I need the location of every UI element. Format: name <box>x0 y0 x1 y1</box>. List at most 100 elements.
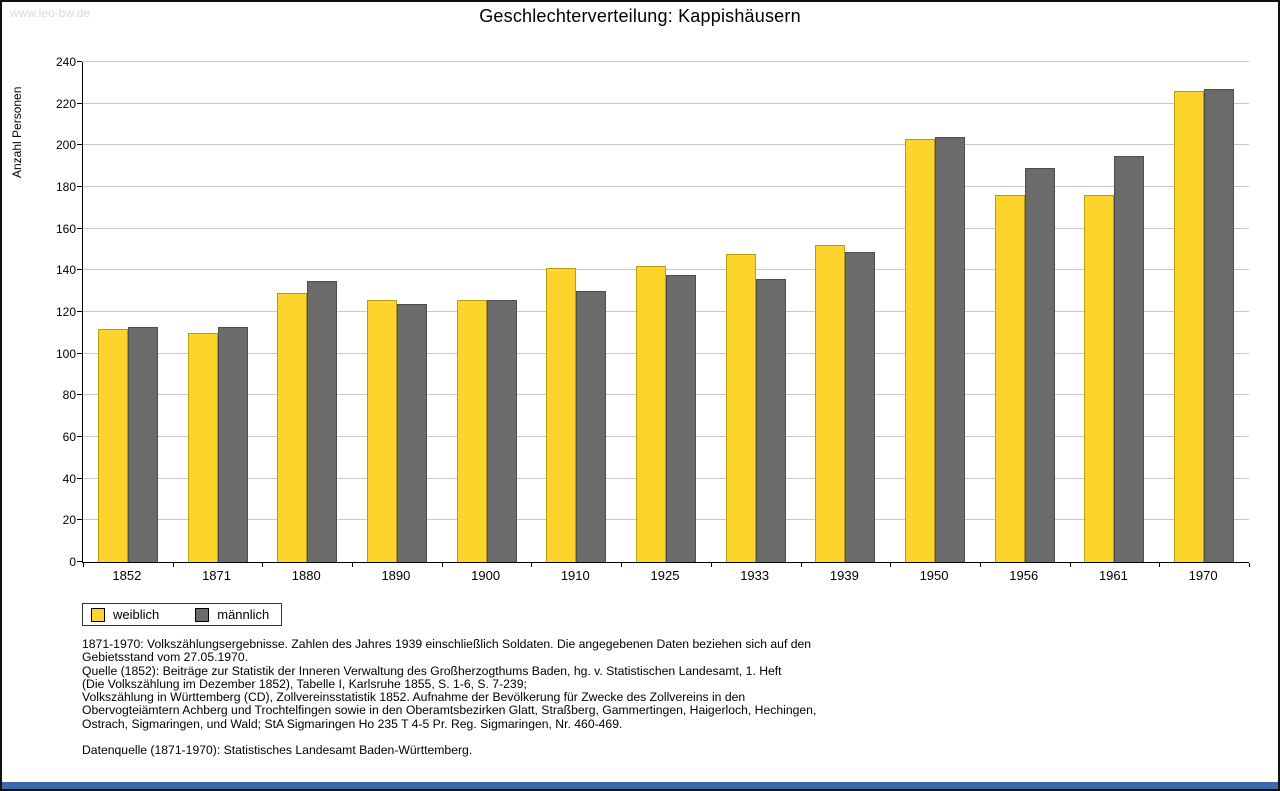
y-tick-label: 200 <box>55 138 76 153</box>
bar-group-1890 <box>352 62 442 562</box>
bar-weiblich-1939 <box>815 245 846 562</box>
bar-weiblich-1852 <box>97 328 128 562</box>
y-tick <box>77 352 82 354</box>
footnote-block: 1871-1970: Volkszählungsergebnisse. Zahl… <box>82 637 817 758</box>
bar-group-1910 <box>531 62 621 562</box>
x-tick <box>83 563 84 567</box>
legend-item-maennlich: männlich <box>195 607 269 622</box>
x-tick-label-1950: 1950 <box>919 568 949 583</box>
y-tick <box>77 144 82 146</box>
bar-weiblich-1890 <box>366 299 397 562</box>
footnote-line: Volkszählung in Württemberg (CD), Zollve… <box>82 690 746 705</box>
y-axis-tick-labels: 0 20 40 60 80 100 120 140 160 180 200 220 240 <box>42 55 78 569</box>
bar-weiblich-1961 <box>1084 195 1115 562</box>
x-tick <box>1159 563 1161 567</box>
gridline-220 <box>83 102 1249 104</box>
x-tick-label-1939: 1939 <box>829 568 859 583</box>
x-tick <box>621 563 623 567</box>
y-tick-label: 100 <box>55 346 76 361</box>
x-tick <box>352 563 354 567</box>
x-tick-label-1933: 1933 <box>740 568 770 583</box>
y-tick-label: 240 <box>55 55 76 69</box>
x-tick-label-1890: 1890 <box>381 568 411 583</box>
y-tick <box>77 394 82 396</box>
bar-männlich-1890 <box>396 303 427 562</box>
bar-group-1939 <box>801 62 891 562</box>
y-tick-label: 0 <box>69 555 76 569</box>
x-tick-label-1910: 1910 <box>560 568 590 583</box>
y-tick-label: 160 <box>55 221 76 236</box>
x-tick-label-1970: 1970 <box>1188 568 1218 583</box>
y-tick-label: 60 <box>62 430 76 444</box>
footnote-line <box>82 731 816 744</box>
y-tick-label: 180 <box>55 180 76 194</box>
bar-männlich-1925 <box>665 274 696 562</box>
gridline-200 <box>83 144 1249 146</box>
y-tick <box>77 269 82 271</box>
y-tick-label: 20 <box>62 513 76 528</box>
x-axis-tick-labels: 1852 1871 1880 1890 1900 1910 1925 1933 1939 1950… <box>82 568 1248 583</box>
y-tick <box>77 561 82 562</box>
x-tick <box>710 563 712 567</box>
bar-männlich-1880 <box>307 280 338 562</box>
legend-label-weiblich: weiblich <box>113 607 160 622</box>
legend-item-weiblich: weiblich <box>91 607 159 622</box>
bar-männlich-1956 <box>1024 168 1055 562</box>
bar-weiblich-1910 <box>546 268 577 562</box>
bar-group-1970 <box>1159 62 1249 562</box>
y-tick <box>77 102 82 104</box>
x-tick <box>262 563 264 567</box>
bar-group-1880 <box>262 62 352 562</box>
legend-label-maennlich: männlich <box>217 607 270 622</box>
plot-area <box>77 61 1250 567</box>
x-tick <box>1069 563 1071 567</box>
bar-group-1961 <box>1070 62 1160 562</box>
x-tick <box>890 563 892 567</box>
watermark: www.leo-bw.de <box>10 6 91 20</box>
x-tick-label-1871: 1871 <box>202 568 231 583</box>
y-tick <box>77 519 82 521</box>
x-tick <box>441 563 443 567</box>
x-tick <box>1249 563 1250 567</box>
footnote-line: 1871-1970: Volkszählungsergebnisse. Zahl… <box>82 637 812 651</box>
bar-group-1925 <box>621 62 711 562</box>
bar-männlich-1852 <box>127 326 158 562</box>
legend: weiblich männlich <box>82 603 283 626</box>
y-tick-label: 220 <box>55 96 76 111</box>
x-tick-label-1956: 1956 <box>1009 568 1039 583</box>
footnote-line: Quelle (1852): Beiträge zur Statistik de… <box>82 663 782 678</box>
x-tick-label-1900: 1900 <box>471 568 501 583</box>
y-tick <box>77 311 82 312</box>
bar-weiblich-1956 <box>994 195 1025 562</box>
bar-group-1933 <box>711 62 801 562</box>
bar-weiblich-1871 <box>187 332 218 562</box>
bar-group-1956 <box>980 62 1070 562</box>
x-tick <box>979 563 981 567</box>
bar-weiblich-1950 <box>905 139 936 562</box>
y-tick <box>77 227 82 229</box>
gridline-160 <box>83 227 1249 229</box>
bar-männlich-1933 <box>755 278 786 562</box>
bar-weiblich-1900 <box>456 299 487 562</box>
y-tick <box>77 436 82 437</box>
bottom-bar <box>2 782 1278 789</box>
y-tick-label: 40 <box>62 471 76 486</box>
weiblich-swatch-icon <box>91 607 105 622</box>
bar-weiblich-1933 <box>725 253 756 562</box>
bar-weiblich-1925 <box>635 266 666 562</box>
y-tick-label: 140 <box>55 263 76 278</box>
footnote-line: Obervogteiämtern Achberg und Trochtelfin… <box>82 703 817 718</box>
bar-männlich-1939 <box>845 251 876 562</box>
y-tick <box>77 186 82 187</box>
bar-weiblich-1880 <box>277 293 308 562</box>
x-tick <box>531 563 533 567</box>
bar-männlich-1961 <box>1114 155 1145 562</box>
y-axis-label: Anzahl Personen <box>10 86 24 178</box>
bar-group-1950 <box>890 62 980 562</box>
bar-männlich-1871 <box>217 326 248 562</box>
x-tick-label-1961: 1961 <box>1098 568 1128 583</box>
bar-group-1871 <box>173 62 263 562</box>
y-tick-label: 80 <box>62 388 76 403</box>
gridline-180 <box>83 186 1249 187</box>
